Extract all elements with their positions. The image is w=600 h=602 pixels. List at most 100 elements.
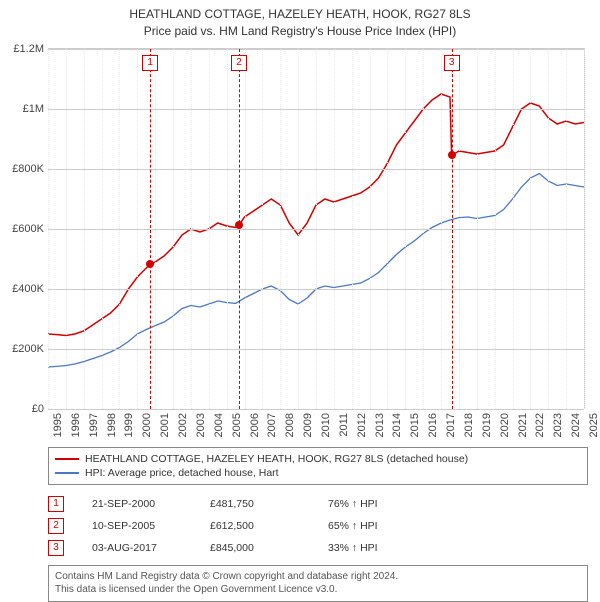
footer-line-1: Contains HM Land Registry data © Crown c… [55, 570, 581, 584]
gridline-v [66, 49, 67, 409]
event-row-3: 3 03-AUG-2017 £845,000 33% ↑ HPI [48, 537, 588, 559]
x-axis-label: 1999 [123, 413, 135, 437]
gridline-v [298, 49, 299, 409]
gridline-v [137, 49, 138, 409]
x-axis-label: 2000 [141, 413, 153, 437]
x-axis-label: 2014 [391, 413, 403, 437]
gridline-v [495, 49, 496, 409]
gridline-v [245, 49, 246, 409]
y-axis-label: £400K [2, 283, 44, 295]
x-axis-label: 2018 [463, 413, 475, 437]
event-price-1: £481,750 [210, 498, 300, 510]
event-price-3: £845,000 [210, 542, 300, 554]
event-price-2: £612,500 [210, 520, 300, 532]
event-row-1: 1 21-SEP-2000 £481,750 76% ↑ HPI [48, 493, 588, 515]
y-axis-label: £800K [2, 163, 44, 175]
x-axis-label: 2003 [195, 413, 207, 437]
legend-row-property: HEATHLAND COTTAGE, HAZELEY HEATH, HOOK, … [55, 452, 581, 466]
x-axis-label: 2022 [534, 413, 546, 437]
x-axis-label: 2008 [284, 413, 296, 437]
x-axis-label: 1995 [52, 413, 64, 437]
event-pct-1: 76% ↑ HPI [328, 498, 418, 510]
gridline-v [262, 49, 263, 409]
event-num-2: 2 [48, 518, 64, 534]
legend-label-property: HEATHLAND COTTAGE, HAZELEY HEATH, HOOK, … [85, 453, 468, 465]
x-axis-label: 2002 [177, 413, 189, 437]
gridline-v [530, 49, 531, 409]
event-pct-3: 33% ↑ HPI [328, 542, 418, 554]
gridline-v [387, 49, 388, 409]
chart-container: HEATHLAND COTTAGE, HAZELEY HEATH, HOOK, … [0, 0, 600, 590]
x-axis-label: 2019 [481, 413, 493, 437]
gridline-v [584, 49, 585, 409]
event-marker [448, 151, 456, 159]
footer-box: Contains HM Land Registry data © Crown c… [48, 565, 588, 602]
x-axis-label: 2012 [356, 413, 368, 437]
title-line-1: HEATHLAND COTTAGE, HAZELEY HEATH, HOOK, … [0, 6, 600, 23]
gridline-v [441, 49, 442, 409]
events-table: 1 21-SEP-2000 £481,750 76% ↑ HPI 2 10-SE… [48, 493, 588, 559]
event-pct-2: 65% ↑ HPI [328, 520, 418, 532]
gridline-v [423, 49, 424, 409]
event-box: 2 [231, 55, 247, 71]
legend-swatch-hpi [55, 472, 79, 474]
chart-plot-area: £0£200K£400K£600K£800K£1M£1.2M1995199619… [48, 48, 585, 409]
x-axis-label: 2024 [570, 413, 582, 437]
event-row-2: 2 10-SEP-2005 £612,500 65% ↑ HPI [48, 515, 588, 537]
legend-swatch-property [55, 458, 79, 460]
title-line-2: Price paid vs. HM Land Registry's House … [0, 23, 600, 40]
event-line [452, 49, 453, 409]
event-date-1: 21-SEP-2000 [92, 498, 182, 510]
event-num-3: 3 [48, 540, 64, 556]
gridline-v [513, 49, 514, 409]
gridline-v [548, 49, 549, 409]
gridline-v [370, 49, 371, 409]
x-axis-label: 2005 [231, 413, 243, 437]
gridline-v [119, 49, 120, 409]
legend-box: HEATHLAND COTTAGE, HAZELEY HEATH, HOOK, … [48, 447, 588, 485]
x-axis-label: 2017 [445, 413, 457, 437]
y-axis-label: £200K [2, 343, 44, 355]
x-axis-label: 2009 [302, 413, 314, 437]
gridline-v [191, 49, 192, 409]
event-marker [146, 260, 154, 268]
x-axis-label: 2006 [249, 413, 261, 437]
gridline-v [405, 49, 406, 409]
gridline-v [334, 49, 335, 409]
gridline-v [280, 49, 281, 409]
title-block: HEATHLAND COTTAGE, HAZELEY HEATH, HOOK, … [0, 0, 600, 40]
x-axis-label: 2010 [320, 413, 332, 437]
y-axis-label: £600K [2, 223, 44, 235]
gridline-v [173, 49, 174, 409]
gridline-v [102, 49, 103, 409]
gridline-v [227, 49, 228, 409]
x-axis-label: 2001 [159, 413, 171, 437]
x-axis-label: 2016 [427, 413, 439, 437]
gridline-v [316, 49, 317, 409]
gridline-h [48, 409, 584, 410]
x-axis-label: 2007 [266, 413, 278, 437]
x-axis-label: 2015 [409, 413, 421, 437]
gridline-v [477, 49, 478, 409]
x-axis-label: 2021 [517, 413, 529, 437]
event-date-2: 10-SEP-2005 [92, 520, 182, 532]
event-num-1: 1 [48, 496, 64, 512]
x-axis-label: 1998 [106, 413, 118, 437]
event-date-3: 03-AUG-2017 [92, 542, 182, 554]
legend-row-hpi: HPI: Average price, detached house, Hart [55, 466, 581, 480]
gridline-v [48, 49, 49, 409]
gridline-v [459, 49, 460, 409]
x-axis-label: 2011 [338, 413, 350, 437]
x-axis-label: 2023 [552, 413, 564, 437]
y-axis-label: £1M [2, 103, 44, 115]
event-line [150, 49, 151, 409]
gridline-v [209, 49, 210, 409]
y-axis-label: £0 [2, 403, 44, 415]
legend-label-hpi: HPI: Average price, detached house, Hart [85, 467, 279, 479]
gridline-v [566, 49, 567, 409]
x-axis-label: 2025 [588, 413, 600, 437]
event-box: 3 [444, 55, 460, 71]
gridline-v [352, 49, 353, 409]
event-box: 1 [142, 55, 158, 71]
x-axis-label: 1997 [88, 413, 100, 437]
